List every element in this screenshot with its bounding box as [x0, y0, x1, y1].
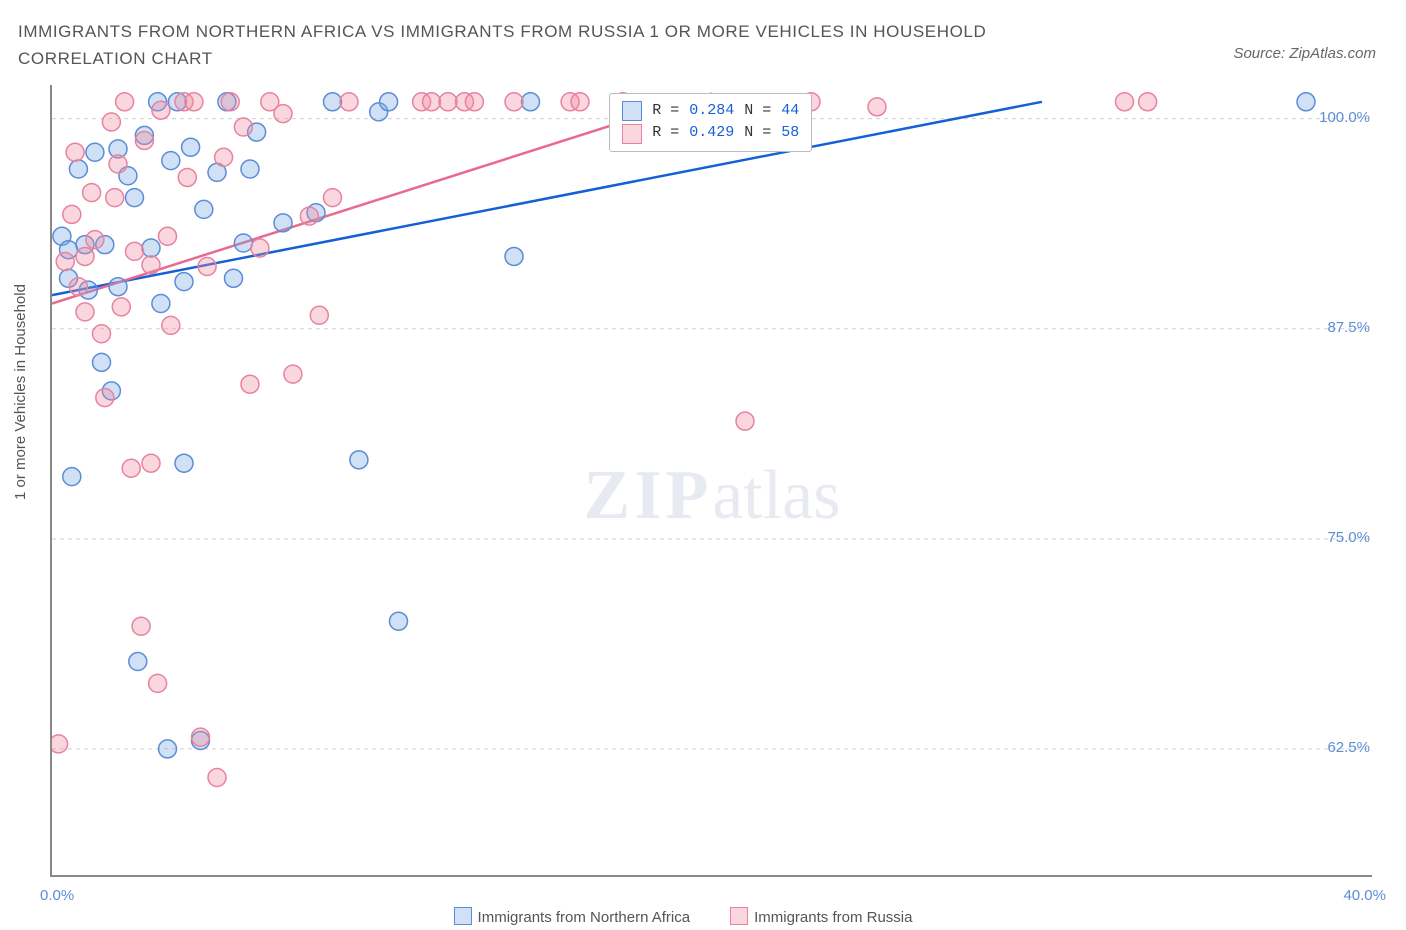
legend-item: Immigrants from Russia	[730, 909, 912, 926]
y-axis-label: 1 or more Vehicles in Household	[12, 284, 29, 500]
y-tick-label: 100.0%	[1319, 109, 1370, 126]
legend-swatch	[622, 101, 642, 121]
correlation-stats-box: R =0.284N =44R =0.429N =58	[609, 93, 812, 152]
y-tick-label: 87.5%	[1327, 319, 1370, 336]
chart-title: IMMIGRANTS FROM NORTHERN AFRICA VS IMMIG…	[18, 18, 1118, 72]
x-tick-label: 0.0%	[40, 887, 74, 904]
stats-row: R =0.284N =44	[622, 100, 799, 123]
source-attribution: Source: ZipAtlas.com	[1233, 45, 1376, 62]
legend-swatch	[622, 124, 642, 144]
legend-item: Immigrants from Northern Africa	[454, 909, 691, 926]
legend-label: Immigrants from Northern Africa	[478, 909, 691, 926]
y-tick-label: 62.5%	[1327, 739, 1370, 756]
y-tick-label: 75.0%	[1327, 529, 1370, 546]
legend-label: Immigrants from Russia	[754, 909, 912, 926]
stats-row: R =0.429N =58	[622, 122, 799, 145]
scatter-chart	[52, 85, 1372, 875]
plot-area: ZIPatlas R =0.284N =44R =0.429N =58	[50, 85, 1372, 877]
x-tick-label: 40.0%	[1343, 887, 1386, 904]
series-legend: Immigrants from Northern Africa Immigrant…	[0, 907, 1406, 926]
legend-swatch	[454, 907, 472, 925]
legend-swatch	[730, 907, 748, 925]
